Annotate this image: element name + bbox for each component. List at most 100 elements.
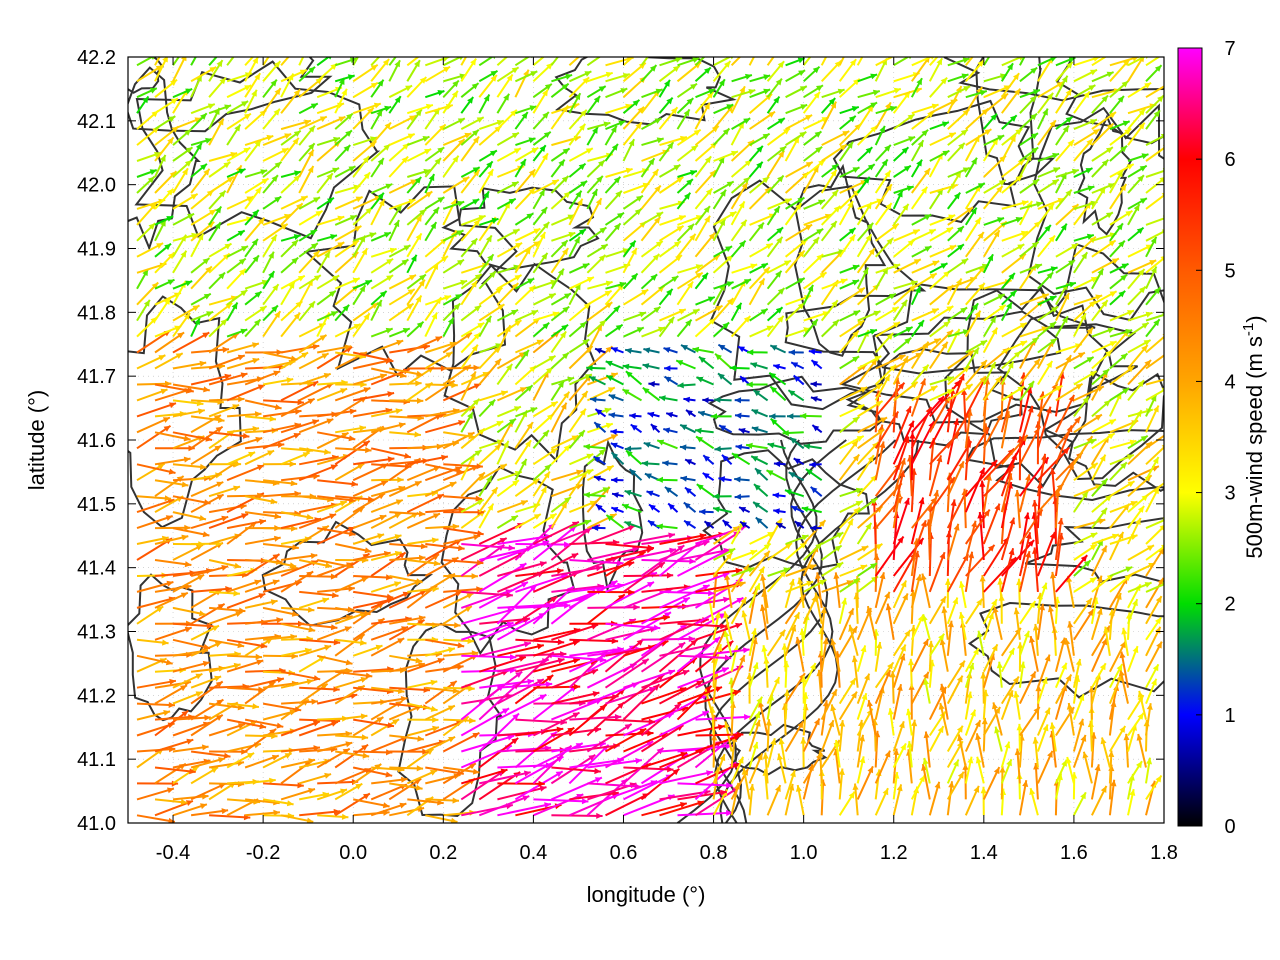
wind-vector-head <box>234 562 241 569</box>
wind-vector-head <box>350 693 358 699</box>
wind-vector-head <box>289 562 297 569</box>
wind-vector-head <box>273 809 280 816</box>
wind-vector-head <box>809 461 816 468</box>
wind-vector-head <box>238 607 246 614</box>
wind-vector-head <box>882 788 889 796</box>
wind-vector-head <box>257 464 264 471</box>
wind-vector-head <box>594 475 601 482</box>
wind-vector-shaft <box>964 409 972 449</box>
wind-vector-head <box>922 757 929 765</box>
wind-vector-head <box>754 484 761 491</box>
wind-vector-shaft <box>677 549 727 577</box>
wind-vector-head <box>699 533 707 540</box>
wind-vector-shaft <box>172 431 213 441</box>
wind-vector-head <box>367 496 375 503</box>
wind-vector-head <box>734 493 742 500</box>
wind-vector-shaft <box>172 661 210 673</box>
wind-vector-head <box>234 461 242 468</box>
wind-vector-head <box>241 748 248 755</box>
wind-vector-shaft <box>659 748 705 769</box>
wind-vector-head <box>394 534 402 540</box>
wind-vector-head <box>599 656 607 663</box>
contour-line <box>714 439 897 823</box>
wind-vector-shaft <box>262 409 302 418</box>
wind-vector-head <box>595 565 603 572</box>
wind-vector-shaft <box>478 562 527 593</box>
wind-vector-head <box>203 499 211 506</box>
wind-vector-head <box>414 481 422 487</box>
wind-vector-head <box>341 813 349 820</box>
wind-vector-head <box>838 768 845 775</box>
wind-vector-shaft <box>316 526 356 545</box>
wind-vector-shaft <box>982 423 987 465</box>
wind-vector-head <box>866 606 873 613</box>
wind-vector-shaft <box>928 489 939 529</box>
wind-vector-shaft <box>515 652 567 657</box>
wind-vector-shaft <box>317 479 359 486</box>
wind-vector-head <box>718 476 726 483</box>
wind-vector-head <box>870 475 877 482</box>
wind-vector-head <box>447 705 455 712</box>
wind-vector-head <box>564 541 571 548</box>
wind-vector-shaft <box>497 764 553 769</box>
wind-vector-head <box>970 709 976 717</box>
wind-vector-head <box>402 591 410 598</box>
wind-vector-head <box>775 785 781 792</box>
wind-vector-head <box>968 662 975 670</box>
wind-vector-head <box>610 442 618 449</box>
wind-vector-head <box>833 740 840 747</box>
wind-vector-head <box>663 427 671 434</box>
wind-vector-head <box>340 788 347 795</box>
wind-vector-head <box>866 700 873 707</box>
wind-vector-head <box>598 449 606 456</box>
wind-vector-head <box>910 625 917 632</box>
wind-vector-shaft <box>425 638 465 648</box>
wind-vector-head <box>810 663 816 670</box>
wind-vector-head <box>341 432 349 439</box>
wind-vector-head <box>1136 761 1142 769</box>
wind-vector-shaft <box>569 695 619 705</box>
wind-vector-head <box>900 743 906 751</box>
wind-vector-head <box>723 630 730 638</box>
wind-vector-head <box>923 671 929 679</box>
wind-vector-head <box>981 717 988 725</box>
wind-vector-head <box>203 643 211 650</box>
wind-vector-shaft <box>172 622 214 628</box>
wind-vector-head <box>308 787 315 794</box>
wind-vector-head <box>169 402 176 409</box>
wind-vector-head <box>457 769 464 776</box>
wind-vector-head <box>834 545 842 552</box>
wind-vector-shaft <box>908 454 913 497</box>
wind-vector-head <box>1166 429 1173 435</box>
wind-vector-shaft <box>244 718 284 728</box>
wind-vector-head <box>948 781 955 788</box>
wind-vector-shaft <box>659 590 715 595</box>
wind-vector-shaft <box>190 714 224 737</box>
wind-vector-head <box>990 460 998 467</box>
wind-vector-head <box>728 548 736 555</box>
wind-vector-head <box>849 678 856 686</box>
wind-vector-shaft <box>677 811 733 817</box>
wind-vector-head <box>398 552 406 559</box>
wind-vector-head <box>423 686 430 693</box>
wind-vector-shaft <box>551 584 605 593</box>
wind-vector-head <box>304 647 312 654</box>
wind-vector-head <box>161 535 169 542</box>
wind-vector-head <box>433 560 441 567</box>
wind-vector-shaft <box>280 720 321 737</box>
wind-vector-head <box>302 452 310 458</box>
wind-vector-head <box>276 617 283 624</box>
wind-vector-head <box>215 426 223 433</box>
wind-vector-head <box>953 523 960 531</box>
wind-vector-head <box>362 440 370 447</box>
wind-vector-head <box>419 554 426 561</box>
wind-vector-head <box>348 435 356 442</box>
wind-vector-head <box>218 757 225 763</box>
wind-vector-head <box>1169 375 1176 381</box>
wind-vector-head <box>1140 435 1148 442</box>
wind-vector-head <box>1124 574 1132 582</box>
wind-vector-shaft <box>226 519 267 530</box>
wind-vector-head <box>1023 630 1030 638</box>
wind-vector-head <box>326 418 334 425</box>
wind-vector-head <box>713 506 720 513</box>
